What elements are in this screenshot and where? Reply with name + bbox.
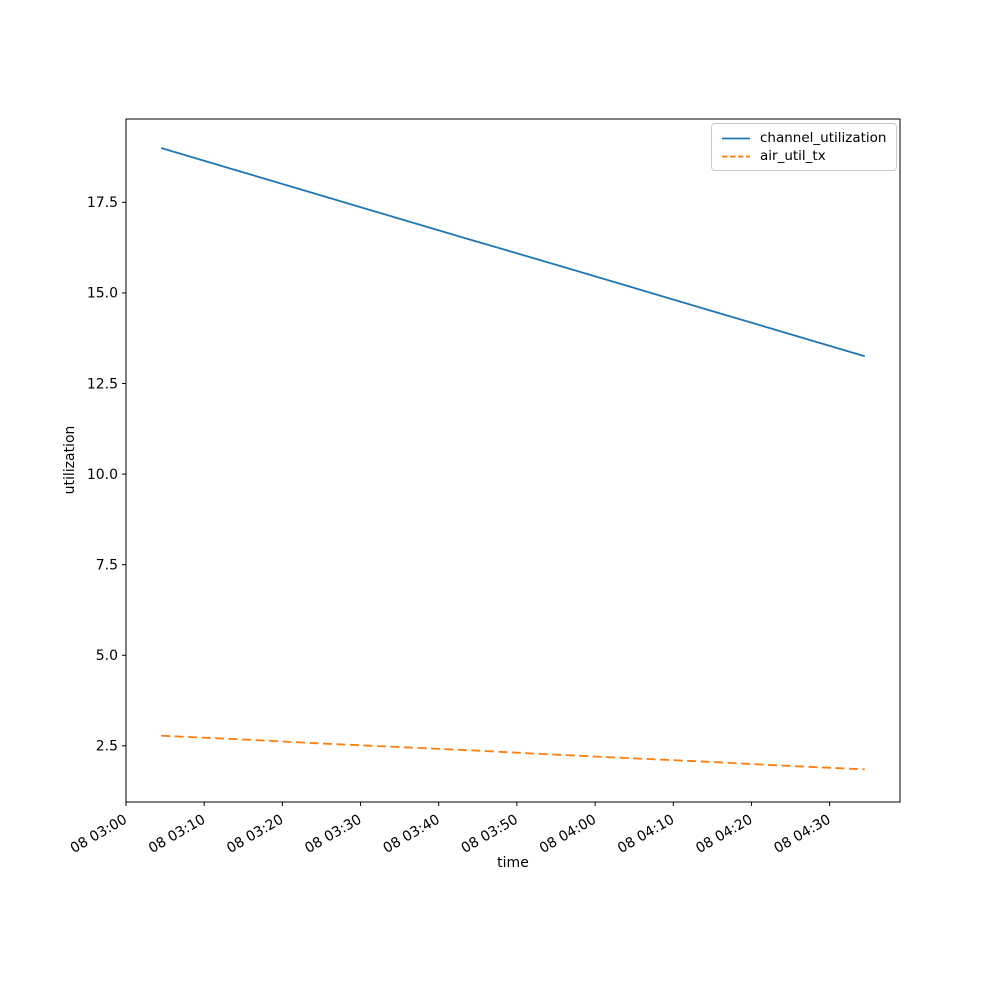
axes-frame [125, 118, 901, 803]
series-line-channel_utilization [160, 147, 866, 358]
x-tick-label: 08 04:20 [693, 812, 755, 857]
y-tick-label: 10.0 [87, 467, 118, 483]
x-tick-label: 08 03:20 [224, 812, 286, 857]
x-tick-label: 08 04:10 [615, 812, 677, 857]
series-line-air_util_tx [161, 734, 865, 771]
x-tick-label: 08 04:00 [537, 812, 599, 857]
legend-label: channel_utilization [760, 130, 887, 146]
y-tick-label: 12.5 [87, 376, 118, 392]
legend-label: air_util_tx [760, 148, 826, 164]
x-tick-label: 08 03:40 [380, 812, 442, 857]
x-tick-label: 08 03:50 [459, 812, 521, 857]
x-tick-label: 08 03:10 [146, 812, 208, 857]
x-tick-label: 08 04:30 [771, 812, 833, 857]
x-axis-label: time [497, 855, 529, 871]
legend-item: air_util_tx [721, 148, 887, 164]
y-tick-label: 15.0 [87, 286, 118, 302]
x-tick-label: 08 03:00 [68, 812, 130, 857]
legend-item: channel_utilization [721, 130, 887, 146]
y-axis-label: utilization [62, 425, 78, 495]
legend-line-sample-solid [722, 137, 750, 139]
legend-line-sample-dashed [722, 155, 750, 157]
legend: channel_utilization air_util_tx [711, 123, 897, 171]
y-tick-label: 7.5 [96, 557, 118, 573]
y-tick-label: 17.5 [87, 195, 118, 211]
y-tick-label: 5.0 [96, 648, 118, 664]
x-tick-label: 08 03:30 [302, 812, 364, 857]
y-tick-label: 2.5 [96, 739, 118, 755]
